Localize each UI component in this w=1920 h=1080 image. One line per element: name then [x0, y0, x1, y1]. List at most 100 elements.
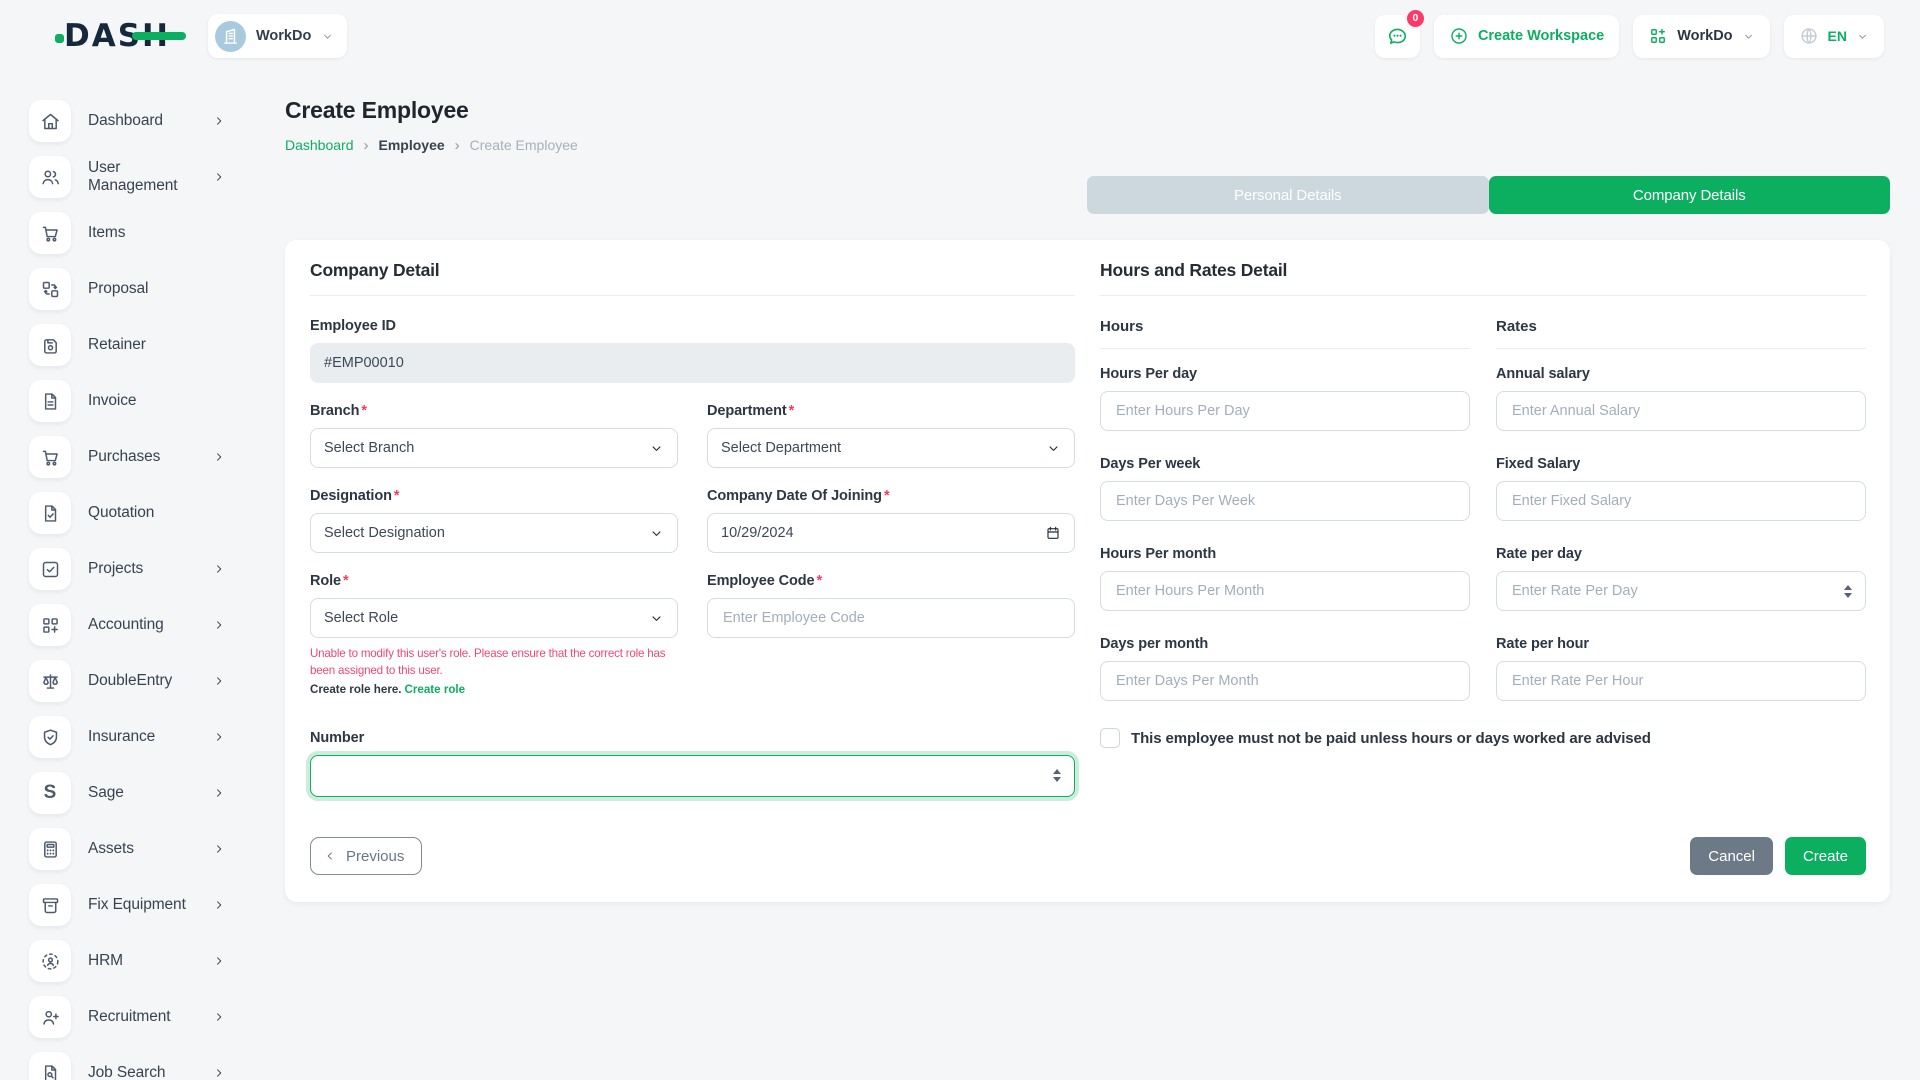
- rates-heading: Rates: [1496, 318, 1866, 349]
- sidebar-item-quotation[interactable]: Quotation: [29, 485, 252, 541]
- rate-per-day-label: Rate per day: [1496, 546, 1582, 562]
- sidebar-item-user-management[interactable]: User Management: [29, 149, 252, 205]
- hours-per-day-input[interactable]: [1100, 391, 1470, 431]
- field-rate-per-hour: Rate per hour: [1496, 636, 1866, 701]
- rate-per-hour-label: Rate per hour: [1496, 636, 1589, 652]
- rate-per-hour-input[interactable]: [1496, 661, 1866, 701]
- number-label: Number: [310, 729, 365, 746]
- hours-per-day-input-field[interactable]: [1114, 402, 1456, 420]
- sidebar-item-assets[interactable]: Assets: [29, 821, 252, 877]
- no-pay-checkbox-row[interactable]: This employee must not be paid unless ho…: [1100, 728, 1866, 748]
- field-days-per-month: Days per month: [1100, 636, 1470, 701]
- sidebar-item-label: Quotation: [88, 504, 155, 521]
- fixed-salary-input[interactable]: [1496, 481, 1866, 521]
- chevron-right-icon: [212, 562, 226, 576]
- calculator-icon: [29, 828, 71, 870]
- field-number: Number: [310, 730, 1075, 797]
- number-spinner-icon[interactable]: [1844, 584, 1852, 598]
- sidebar-item-job-search[interactable]: Job Search: [29, 1045, 252, 1080]
- create-role-link[interactable]: Create role: [404, 682, 466, 696]
- sidebar-item-purchases[interactable]: Purchases: [29, 429, 252, 485]
- rate-per-day-input[interactable]: [1496, 571, 1866, 611]
- sidebar-item-invoice[interactable]: Invoice: [29, 373, 252, 429]
- field-days-per-week: Days Per week: [1100, 456, 1470, 521]
- create-workspace-label: Create Workspace: [1477, 28, 1605, 44]
- sidebar-item-accounting[interactable]: Accounting: [29, 597, 252, 653]
- app-menu-button[interactable]: WorkDo: [1633, 14, 1770, 58]
- sidebar-item-hrm[interactable]: HRM: [29, 933, 252, 989]
- sidebar-item-label: DoubleEntry: [88, 672, 173, 689]
- sidebar-item-fix-equipment[interactable]: Fix Equipment: [29, 877, 252, 933]
- branch-select[interactable]: Select Branch: [310, 428, 678, 468]
- sidebar-item-label: Purchases: [88, 448, 161, 465]
- field-fixed-salary: Fixed Salary: [1496, 456, 1866, 521]
- hours-per-month-input-field[interactable]: [1114, 582, 1456, 600]
- annual-salary-input[interactable]: [1496, 391, 1866, 431]
- previous-button[interactable]: Previous: [310, 837, 423, 875]
- number-input-field[interactable]: [324, 766, 1045, 785]
- required-asterisk: *: [788, 403, 795, 419]
- required-asterisk: *: [816, 573, 823, 589]
- tab-personal-details[interactable]: Personal Details: [1087, 176, 1489, 214]
- tab-company-details[interactable]: Company Details: [1488, 176, 1890, 214]
- language-code: EN: [1827, 28, 1847, 44]
- department-select[interactable]: Select Department: [707, 428, 1075, 468]
- no-pay-checkbox[interactable]: [1100, 728, 1120, 748]
- sidebar-item-label: User Management: [88, 159, 178, 194]
- messages-button[interactable]: 0: [1374, 7, 1426, 58]
- create-button[interactable]: Create: [1784, 837, 1866, 875]
- workspace-selector[interactable]: WorkDo: [208, 14, 348, 58]
- joining-date-value: 10/29/2024: [721, 525, 794, 541]
- hours-per-month-input[interactable]: [1100, 571, 1470, 611]
- annual-salary-input-field[interactable]: [1510, 402, 1852, 420]
- sidebar-item-retainer[interactable]: Retainer: [29, 317, 252, 373]
- designation-label: Designation: [310, 488, 392, 504]
- cart-icon: [29, 212, 71, 254]
- days-per-week-input[interactable]: [1100, 481, 1470, 521]
- days-per-month-input[interactable]: [1100, 661, 1470, 701]
- annual-salary-label: Annual salary: [1496, 366, 1590, 382]
- number-spinner-icon[interactable]: [1053, 769, 1061, 783]
- rate-per-hour-input-field[interactable]: [1510, 672, 1852, 690]
- sidebar-item-label: HRM: [88, 952, 123, 969]
- cancel-button[interactable]: Cancel: [1690, 837, 1773, 875]
- days-per-week-input-field[interactable]: [1114, 492, 1456, 510]
- sidebar-item-dashboard[interactable]: Dashboard: [29, 93, 252, 149]
- field-joining-date: Company Date Of Joining * 10/29/2024: [707, 488, 1075, 553]
- breadcrumb-item-dashboard[interactable]: Dashboard: [285, 137, 354, 153]
- sidebar-item-proposal[interactable]: Proposal: [29, 261, 252, 317]
- globe-icon: [1799, 26, 1819, 46]
- employee-id-value: #EMP00010: [324, 355, 404, 371]
- designation-select[interactable]: Select Designation: [310, 513, 678, 553]
- employee-code-input-field[interactable]: [721, 609, 1061, 627]
- sidebar-item-sage[interactable]: S Sage: [29, 765, 252, 821]
- form-actions: Cancel Create: [1690, 837, 1866, 875]
- sidebar-item-doubleentry[interactable]: DoubleEntry: [29, 653, 252, 709]
- employee-code-input[interactable]: [707, 598, 1075, 638]
- chevron-right-icon: [212, 170, 226, 184]
- home-icon: [29, 100, 71, 142]
- breadcrumb-item-employee[interactable]: Employee: [378, 137, 445, 153]
- sidebar-menu: Dashboard User Management Items Proposal Ret…: [29, 93, 252, 1080]
- topbar-right: 0 Create Workspace WorkDo EN: [1374, 7, 1884, 58]
- fixed-salary-input-field[interactable]: [1510, 492, 1852, 510]
- sidebar-item-recruitment[interactable]: Recruitment: [29, 989, 252, 1045]
- create-workspace-button[interactable]: Create Workspace: [1433, 14, 1620, 58]
- number-input[interactable]: [310, 754, 1075, 797]
- days-per-month-input-field[interactable]: [1114, 672, 1456, 690]
- chevron-right-icon: [212, 898, 226, 912]
- joining-date-input[interactable]: 10/29/2024: [707, 513, 1075, 553]
- required-asterisk: *: [393, 488, 400, 504]
- hours-heading: Hours: [1100, 318, 1470, 349]
- sidebar-item-items[interactable]: Items: [29, 205, 252, 261]
- days-per-month-label: Days per month: [1100, 636, 1209, 652]
- sidebar-item-insurance[interactable]: Insurance: [29, 709, 252, 765]
- language-selector[interactable]: EN: [1783, 14, 1884, 58]
- sidebar-item-projects[interactable]: Projects: [29, 541, 252, 597]
- rate-per-day-input-field[interactable]: [1510, 582, 1836, 600]
- role-select[interactable]: Select Role: [310, 598, 678, 638]
- hours-fields: Hours Per day Days Per week Hours Per mont…: [1100, 366, 1470, 701]
- field-role: Role * Select Role Unable to modify this …: [310, 573, 678, 696]
- required-asterisk: *: [883, 488, 890, 504]
- brand-logo[interactable]: DASH: [55, 18, 186, 54]
